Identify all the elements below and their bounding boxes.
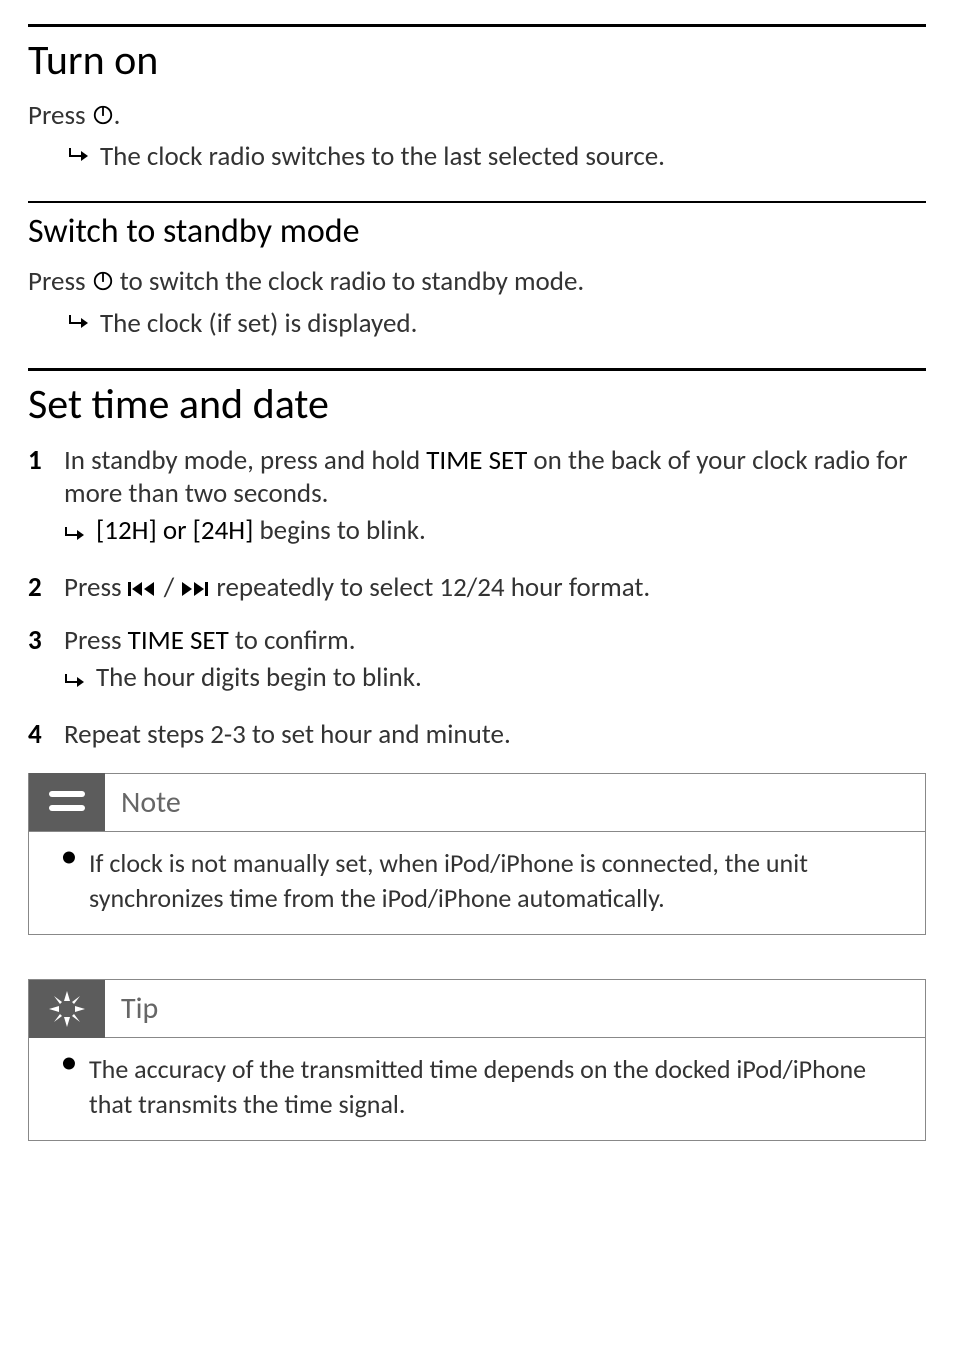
note-icon xyxy=(29,773,105,831)
step-text: Repeat steps 2-3 to set hour and minute. xyxy=(64,718,511,751)
result-text: The clock (if set) is displayed. xyxy=(100,307,417,340)
result-text: The hour digits begin to blink. xyxy=(96,661,422,694)
step-2: 2 Press / repeatedly to select 12/24 hou… xyxy=(28,571,926,606)
tip-callout: Tip • The accuracy of the transmitted ti… xyxy=(28,979,926,1141)
step-text: to confirm. xyxy=(229,624,356,657)
step-3-result: The hour digits begin to blink. xyxy=(64,661,926,700)
callout-header: Tip xyxy=(29,980,925,1038)
step-text: In standby mode, press and hold xyxy=(64,444,426,477)
step-number: 4 xyxy=(28,718,64,751)
tip-icon xyxy=(29,980,105,1038)
standby-result: The clock (if set) is displayed. xyxy=(68,307,926,340)
callout-header: Note xyxy=(29,774,925,832)
step-bold: TIME SET xyxy=(426,444,527,477)
press-prefix: Press xyxy=(28,99,92,132)
power-icon xyxy=(92,100,114,136)
prev-track-icon xyxy=(128,573,158,606)
tip-bullet-text: The accuracy of the transmitted time dep… xyxy=(89,1052,905,1122)
step-text: repeatedly to select 12/24 hour format. xyxy=(210,571,650,604)
callout-title: Note xyxy=(121,784,181,821)
section-title-standby: Switch to standby mode xyxy=(28,211,926,252)
step-4: 4 Repeat steps 2-3 to set hour and minut… xyxy=(28,718,926,751)
power-icon xyxy=(92,266,114,302)
section-divider xyxy=(28,24,926,27)
result-arrow-icon xyxy=(68,313,92,338)
press-suffix: to switch the clock radio to standby mod… xyxy=(114,265,585,298)
press-prefix: Press xyxy=(28,265,92,298)
result-text: The clock radio switches to the last sel… xyxy=(100,140,665,173)
section-title-turn-on: Turn on xyxy=(28,35,926,86)
bullet-dot: • xyxy=(49,846,89,868)
step-3: 3 Press TIME SET to confirm. The hour di… xyxy=(28,624,926,700)
section-title-set-time: Set time and date xyxy=(28,379,926,430)
step-text: Press xyxy=(64,624,128,657)
turn-on-instruction: Press . xyxy=(28,98,926,136)
callout-body: • If clock is not manually set, when iPo… xyxy=(29,832,925,934)
steps-list: 1 In standby mode, press and hold TIME S… xyxy=(28,444,926,751)
step-text: Press xyxy=(64,571,128,604)
step-1: 1 In standby mode, press and hold TIME S… xyxy=(28,444,926,553)
result-bold: [12H] or [24H] xyxy=(96,514,253,547)
standby-instruction: Press to switch the clock radio to stand… xyxy=(28,264,926,302)
manual-page: Turn on Press . The clock radio switches… xyxy=(0,0,954,1169)
result-arrow-icon xyxy=(68,146,92,171)
step-number: 2 xyxy=(28,571,64,604)
result-arrow-icon xyxy=(64,520,88,553)
section-divider xyxy=(28,201,926,203)
step-bold: TIME SET xyxy=(128,624,229,657)
note-bullet-text: If clock is not manually set, when iPod/… xyxy=(89,846,905,916)
step-1-result: [12H] or [24H] begins to blink. xyxy=(64,514,926,553)
bullet-dot: • xyxy=(49,1052,89,1074)
press-suffix: . xyxy=(114,99,121,132)
step-number: 3 xyxy=(28,624,64,657)
next-track-icon xyxy=(180,573,210,606)
result-arrow-icon xyxy=(64,667,88,700)
result-text: begins to blink. xyxy=(253,514,425,547)
callout-body: • The accuracy of the transmitted time d… xyxy=(29,1038,925,1140)
turn-on-result: The clock radio switches to the last sel… xyxy=(68,140,926,173)
callout-title: Tip xyxy=(121,990,158,1027)
section-divider xyxy=(28,368,926,371)
step-number: 1 xyxy=(28,444,64,477)
note-callout: Note • If clock is not manually set, whe… xyxy=(28,773,926,935)
slash: / xyxy=(158,571,181,604)
